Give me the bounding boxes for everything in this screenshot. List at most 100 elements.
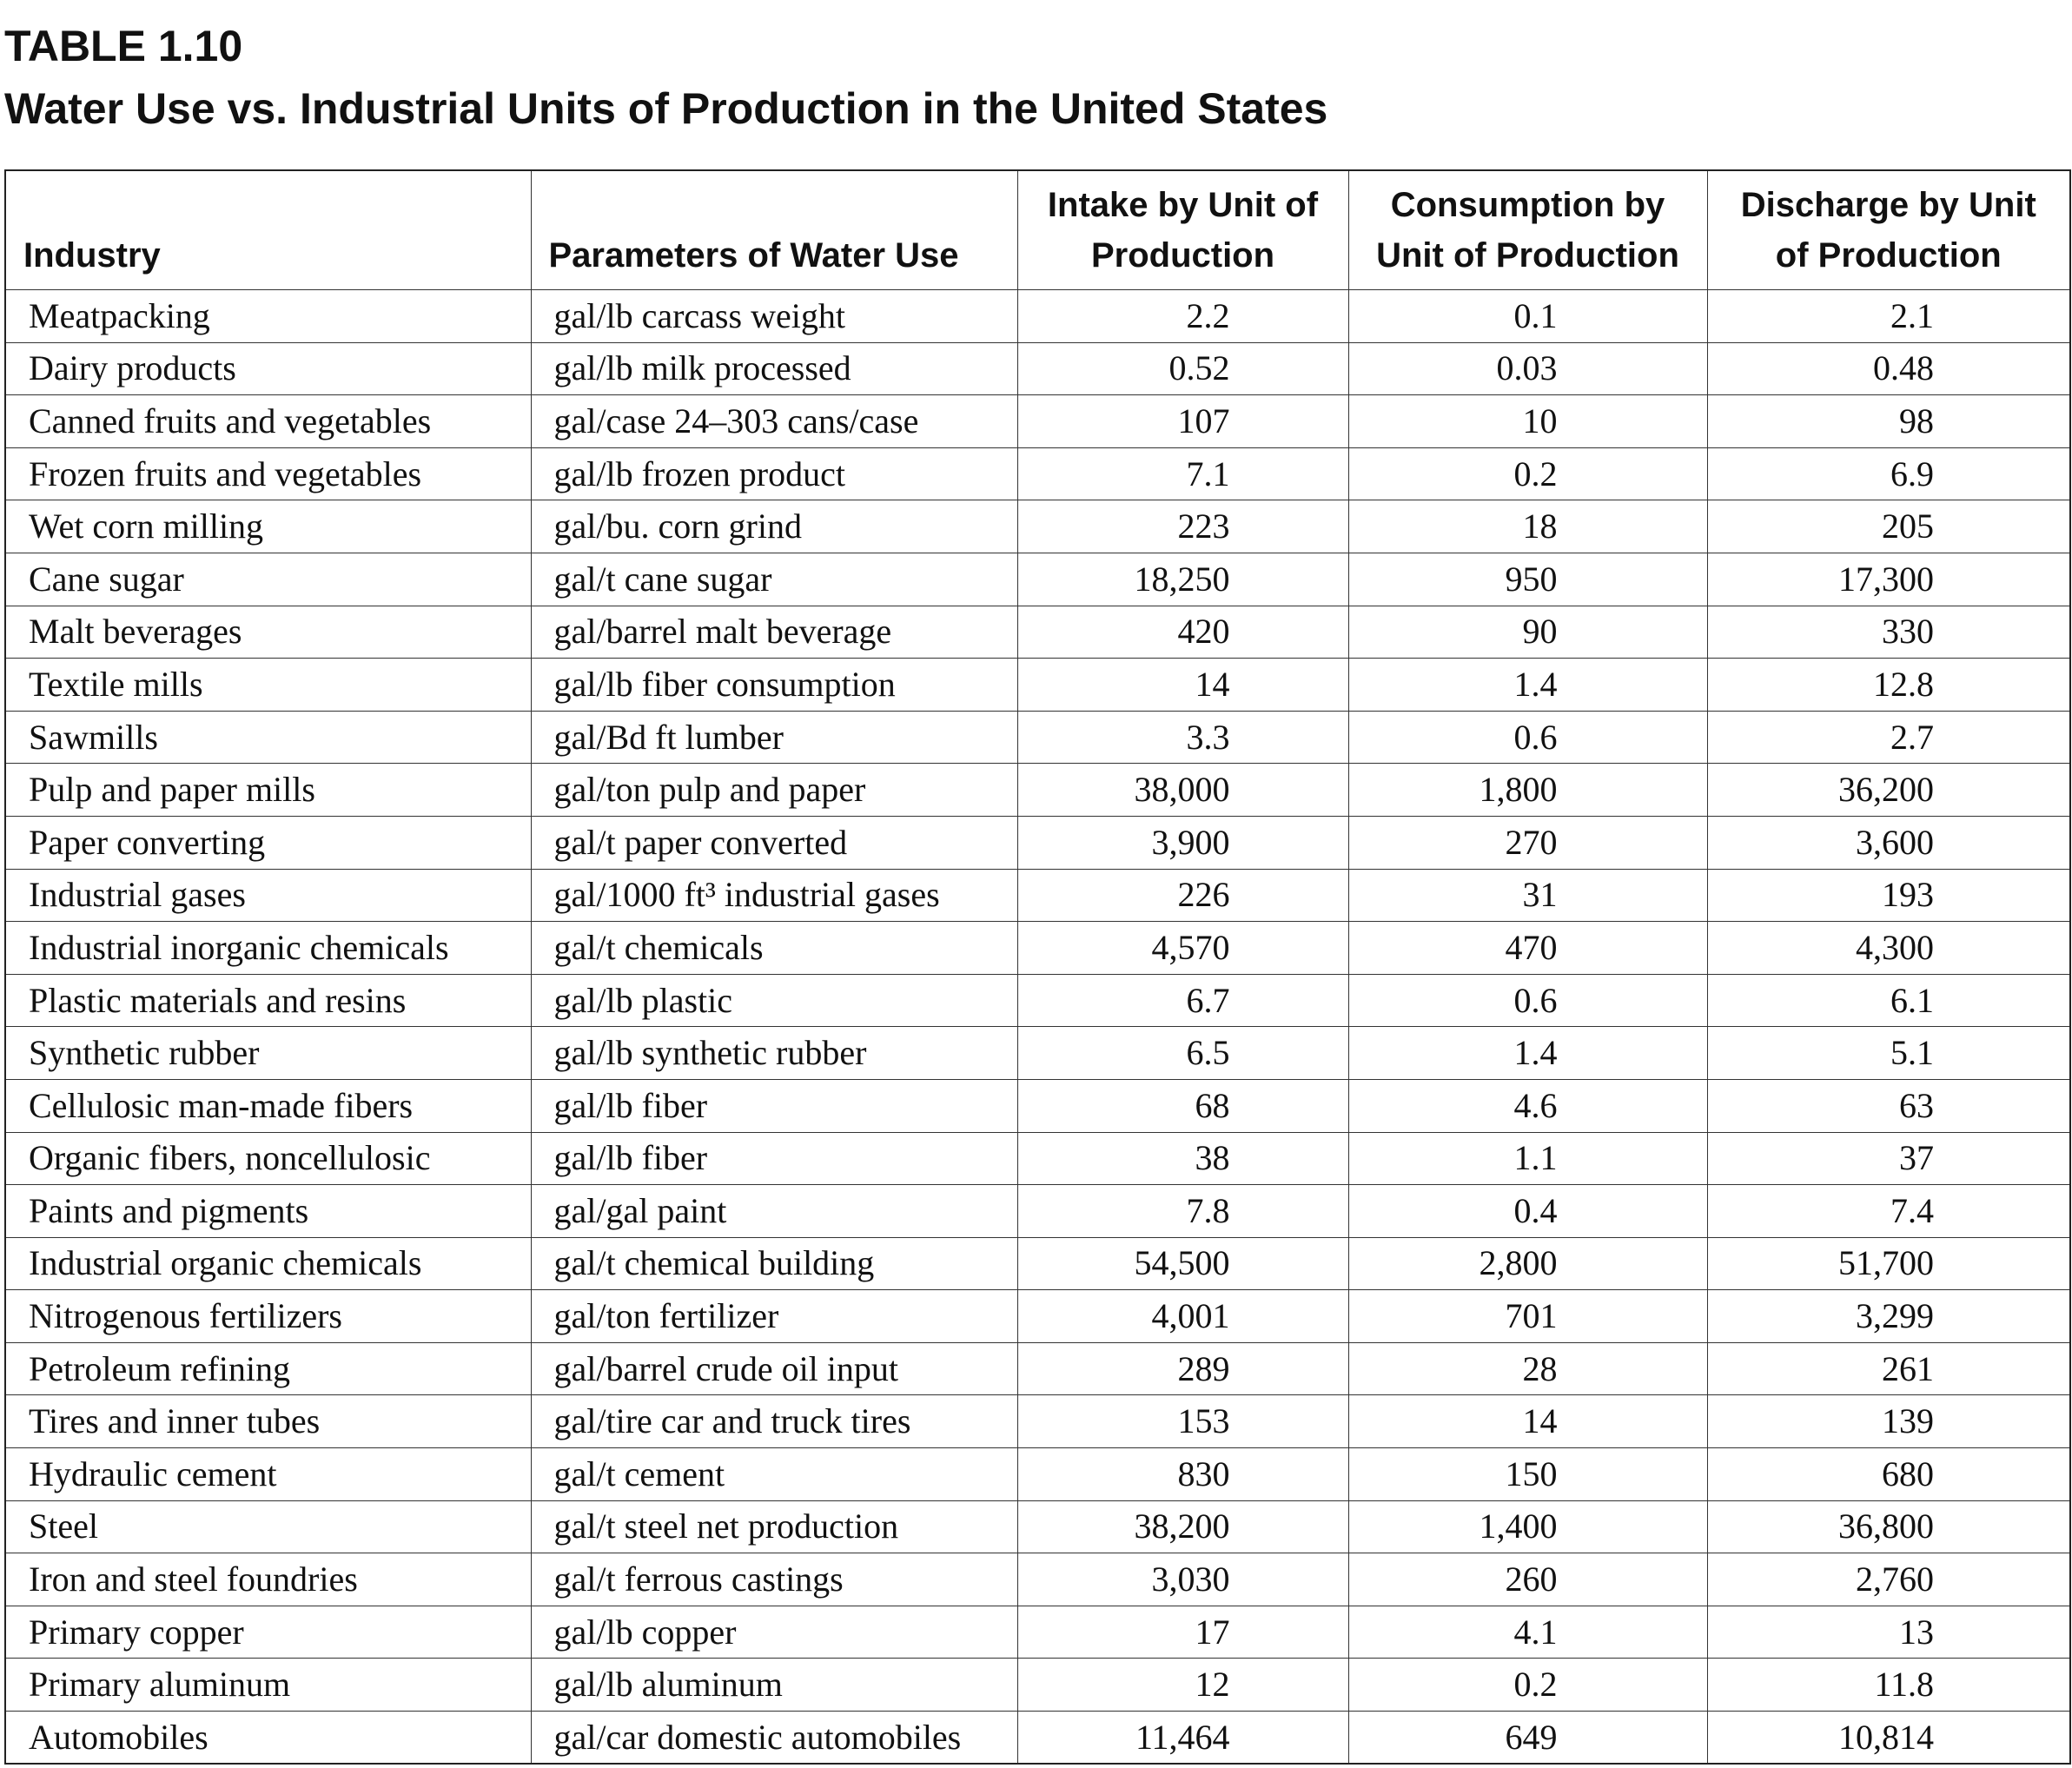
text-cell: gal/gal paint — [530, 1184, 1018, 1238]
number-cell: 0.48 — [1706, 341, 2071, 396]
text-cell: gal/lb frozen product — [530, 447, 1018, 501]
number-cell: 193 — [1706, 868, 2071, 923]
text-cell: gal/t paper converted — [530, 815, 1018, 870]
number-cell: 90 — [1347, 605, 1708, 659]
number-cell: 205 — [1706, 500, 2071, 553]
number-cell: 13 — [1706, 1605, 2071, 1659]
number-cell: 3,030 — [1016, 1553, 1349, 1606]
table-row: Industrial organic chemicals gal/t chemic… — [4, 1236, 2071, 1291]
number-cell: 1.4 — [1347, 1026, 1708, 1080]
table-row: Steel gal/t steel net production 38,200 1,4… — [4, 1500, 2071, 1554]
number-cell: 107 — [1016, 394, 1349, 448]
number-cell: 2.1 — [1706, 289, 2071, 343]
table-row: Canned fruits and vegetables gal/case 24–… — [4, 394, 2071, 448]
table-row: Primary aluminum gal/lb aluminum 12 0.2 11.8 — [4, 1658, 2071, 1712]
text-cell: gal/lb aluminum — [530, 1658, 1018, 1712]
number-cell: 63 — [1706, 1078, 2071, 1133]
number-cell: 139 — [1706, 1394, 2071, 1449]
text-cell: gal/bu. corn grind — [530, 500, 1018, 553]
number-cell: 0.1 — [1347, 289, 1708, 343]
number-cell: 2,760 — [1706, 1553, 2071, 1606]
table-title: Water Use vs. Industrial Units of Produc… — [4, 84, 1328, 133]
text-cell: gal/lb fiber — [530, 1131, 1018, 1186]
text-cell: Canned fruits and vegetables — [4, 394, 532, 448]
number-cell: 18 — [1347, 500, 1708, 553]
text-cell: gal/case 24–303 cans/case — [530, 394, 1018, 448]
text-cell: gal/t ferrous castings — [530, 1553, 1018, 1606]
number-cell: 701 — [1347, 1289, 1708, 1343]
table-row: Pulp and paper mills gal/ton pulp and pap… — [4, 763, 2071, 817]
number-cell: 10 — [1347, 394, 1708, 448]
text-cell: Cane sugar — [4, 552, 532, 606]
table-row: Organic fibers, noncellulosic gal/lb fibe… — [4, 1131, 2071, 1186]
text-cell: Dairy products — [4, 341, 532, 396]
number-cell: 51,700 — [1706, 1236, 2071, 1291]
text-cell: gal/t cane sugar — [530, 552, 1018, 606]
text-cell: Steel — [4, 1500, 532, 1554]
number-cell: 7.4 — [1706, 1184, 2071, 1238]
text-cell: Hydraulic cement — [4, 1447, 532, 1501]
text-cell: gal/t steel net production — [530, 1500, 1018, 1554]
table-row: Frozen fruits and vegetables gal/lb froze… — [4, 447, 2071, 501]
number-cell: 0.4 — [1347, 1184, 1708, 1238]
table-row: Malt beverages gal/barrel malt beverage 42… — [4, 605, 2071, 659]
text-cell: gal/lb plastic — [530, 973, 1018, 1028]
number-cell: 6.9 — [1706, 447, 2071, 501]
table-row: Meatpacking gal/lb carcass weight 2.2 0.1 2.… — [4, 289, 2071, 343]
text-cell: Nitrogenous fertilizers — [4, 1289, 532, 1343]
number-cell: 0.2 — [1347, 447, 1708, 501]
table-row: Synthetic rubber gal/lb synthetic rubber 6… — [4, 1026, 2071, 1080]
number-cell: 31 — [1347, 868, 1708, 923]
text-cell: Malt beverages — [4, 605, 532, 659]
column-header: Consumption by Unit of Production — [1347, 169, 1708, 290]
table-body: Meatpacking gal/lb carcass weight 2.2 0.1 2.… — [4, 289, 2071, 1765]
number-cell: 1.1 — [1347, 1131, 1708, 1186]
table-row: Textile mills gal/lb fiber consumption 14 1… — [4, 658, 2071, 712]
text-cell: gal/car domestic automobiles — [530, 1711, 1018, 1765]
number-cell: 680 — [1706, 1447, 2071, 1501]
text-cell: gal/t chemicals — [530, 921, 1018, 975]
number-cell: 1.4 — [1347, 658, 1708, 712]
number-cell: 6.1 — [1706, 973, 2071, 1028]
number-cell: 260 — [1347, 1553, 1708, 1606]
number-cell: 7.8 — [1016, 1184, 1349, 1238]
text-cell: Sawmills — [4, 710, 532, 765]
text-cell: Wet corn milling — [4, 500, 532, 553]
number-cell: 270 — [1347, 815, 1708, 870]
table-row: Automobiles gal/car domestic automobiles 1… — [4, 1711, 2071, 1765]
text-cell: gal/lb fiber — [530, 1078, 1018, 1133]
text-cell: Frozen fruits and vegetables — [4, 447, 532, 501]
text-cell: gal/barrel malt beverage — [530, 605, 1018, 659]
number-cell: 68 — [1016, 1078, 1349, 1133]
number-cell: 0.6 — [1347, 710, 1708, 765]
text-cell: Textile mills — [4, 658, 532, 712]
number-cell: 226 — [1016, 868, 1349, 923]
number-cell: 4,001 — [1016, 1289, 1349, 1343]
text-cell: gal/lb synthetic rubber — [530, 1026, 1018, 1080]
number-cell: 3,600 — [1706, 815, 2071, 870]
table-row: Petroleum refining gal/barrel crude oil i… — [4, 1341, 2071, 1396]
text-cell: Pulp and paper mills — [4, 763, 532, 817]
number-cell: 0.52 — [1016, 341, 1349, 396]
table-row: Industrial gases gal/1000 ft³ industrial … — [4, 868, 2071, 923]
number-cell: 830 — [1016, 1447, 1349, 1501]
number-cell: 470 — [1347, 921, 1708, 975]
number-cell: 2.2 — [1016, 289, 1349, 343]
header-row: Industry Parameters of Water Use Intake by… — [4, 169, 2071, 290]
number-cell: 223 — [1016, 500, 1349, 553]
text-cell: Paper converting — [4, 815, 532, 870]
number-cell: 950 — [1347, 552, 1708, 606]
number-cell: 14 — [1016, 658, 1349, 712]
text-cell: Organic fibers, noncellulosic — [4, 1131, 532, 1186]
number-cell: 38,000 — [1016, 763, 1349, 817]
number-cell: 17,300 — [1706, 552, 2071, 606]
text-cell: Synthetic rubber — [4, 1026, 532, 1080]
table-row: Cellulosic man-made fibers gal/lb fiber 68… — [4, 1078, 2071, 1133]
text-cell: Industrial organic chemicals — [4, 1236, 532, 1291]
number-cell: 6.5 — [1016, 1026, 1349, 1080]
table-row: Iron and steel foundries gal/t ferrous ca… — [4, 1553, 2071, 1606]
number-cell: 28 — [1347, 1341, 1708, 1396]
number-cell: 18,250 — [1016, 552, 1349, 606]
number-cell: 289 — [1016, 1341, 1349, 1396]
number-cell: 0.03 — [1347, 341, 1708, 396]
